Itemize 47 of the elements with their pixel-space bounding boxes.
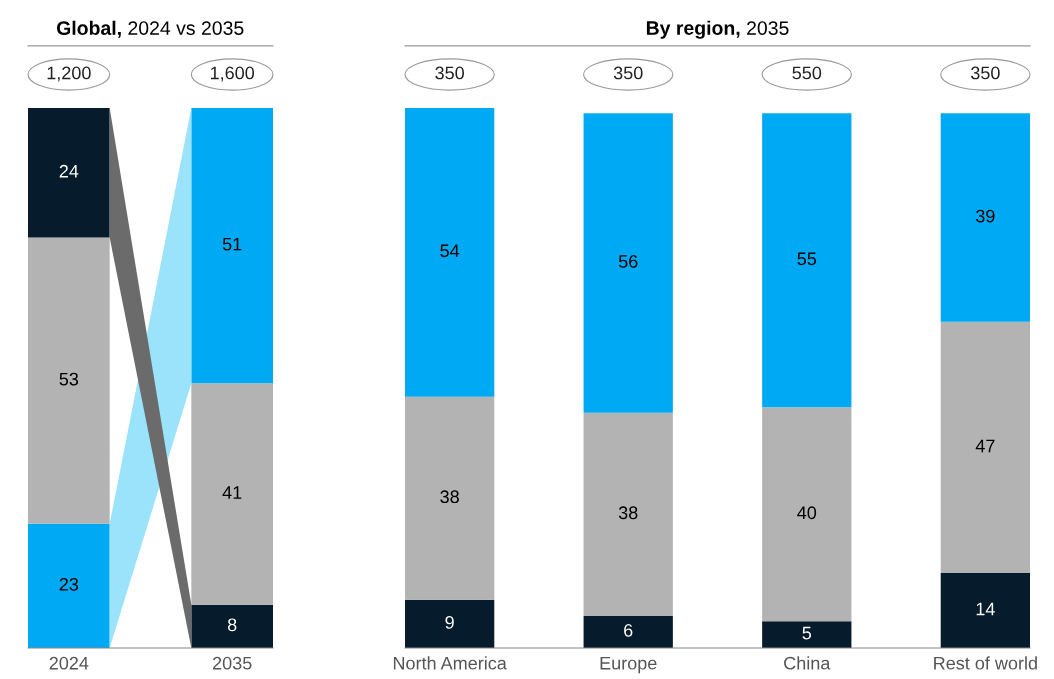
x-tick-label: 2035 — [212, 656, 252, 670]
data-label: 38 — [618, 506, 638, 520]
bar — [405, 107, 495, 397]
bar — [940, 321, 1030, 574]
data-label: 14 — [976, 602, 995, 616]
data-label: 53 — [59, 372, 79, 386]
data-label: 9 — [445, 615, 454, 629]
text: 350 — [613, 66, 643, 80]
bar — [762, 407, 852, 622]
chart-title: Global, 2024 vs 2035 — [56, 20, 244, 38]
text: 1,600 — [210, 66, 255, 82]
data-label: 40 — [797, 506, 817, 520]
data-label: 24 — [59, 164, 79, 178]
text: 550 — [792, 66, 822, 80]
bar — [583, 615, 673, 648]
data-label: 54 — [440, 244, 460, 258]
data-label: 56 — [618, 255, 638, 268]
text: 350 — [435, 66, 464, 80]
bar — [405, 396, 495, 600]
x-tick-label: 2024 — [49, 656, 89, 670]
data-label: 55 — [797, 252, 817, 266]
bar — [583, 113, 673, 413]
x-tick-label: Rest of world — [934, 656, 1037, 670]
x-tick-label: North America — [393, 656, 507, 670]
data-label: 39 — [976, 209, 995, 223]
data-label: 5 — [802, 626, 812, 640]
data-label: 38 — [440, 490, 459, 504]
bar — [405, 599, 495, 648]
bar — [28, 107, 110, 238]
data-label: 6 — [624, 623, 633, 637]
bar — [583, 412, 673, 616]
x-tick-label: China — [784, 656, 831, 670]
data-label: 41 — [222, 486, 242, 499]
bar — [940, 113, 1030, 322]
data-label: 47 — [975, 439, 995, 453]
chart-title: By region, 2035 — [646, 20, 789, 39]
text: 350 — [970, 66, 1000, 80]
x-tick-label: Europe — [600, 656, 657, 674]
data-label: 51 — [222, 237, 242, 251]
data-label: 23 — [59, 577, 79, 591]
bar — [28, 523, 110, 648]
bar — [762, 113, 852, 408]
text: 1,200 — [47, 66, 91, 82]
bar — [762, 621, 852, 648]
data-label: 8 — [227, 618, 237, 632]
bar — [191, 604, 273, 648]
bar — [940, 573, 1030, 648]
